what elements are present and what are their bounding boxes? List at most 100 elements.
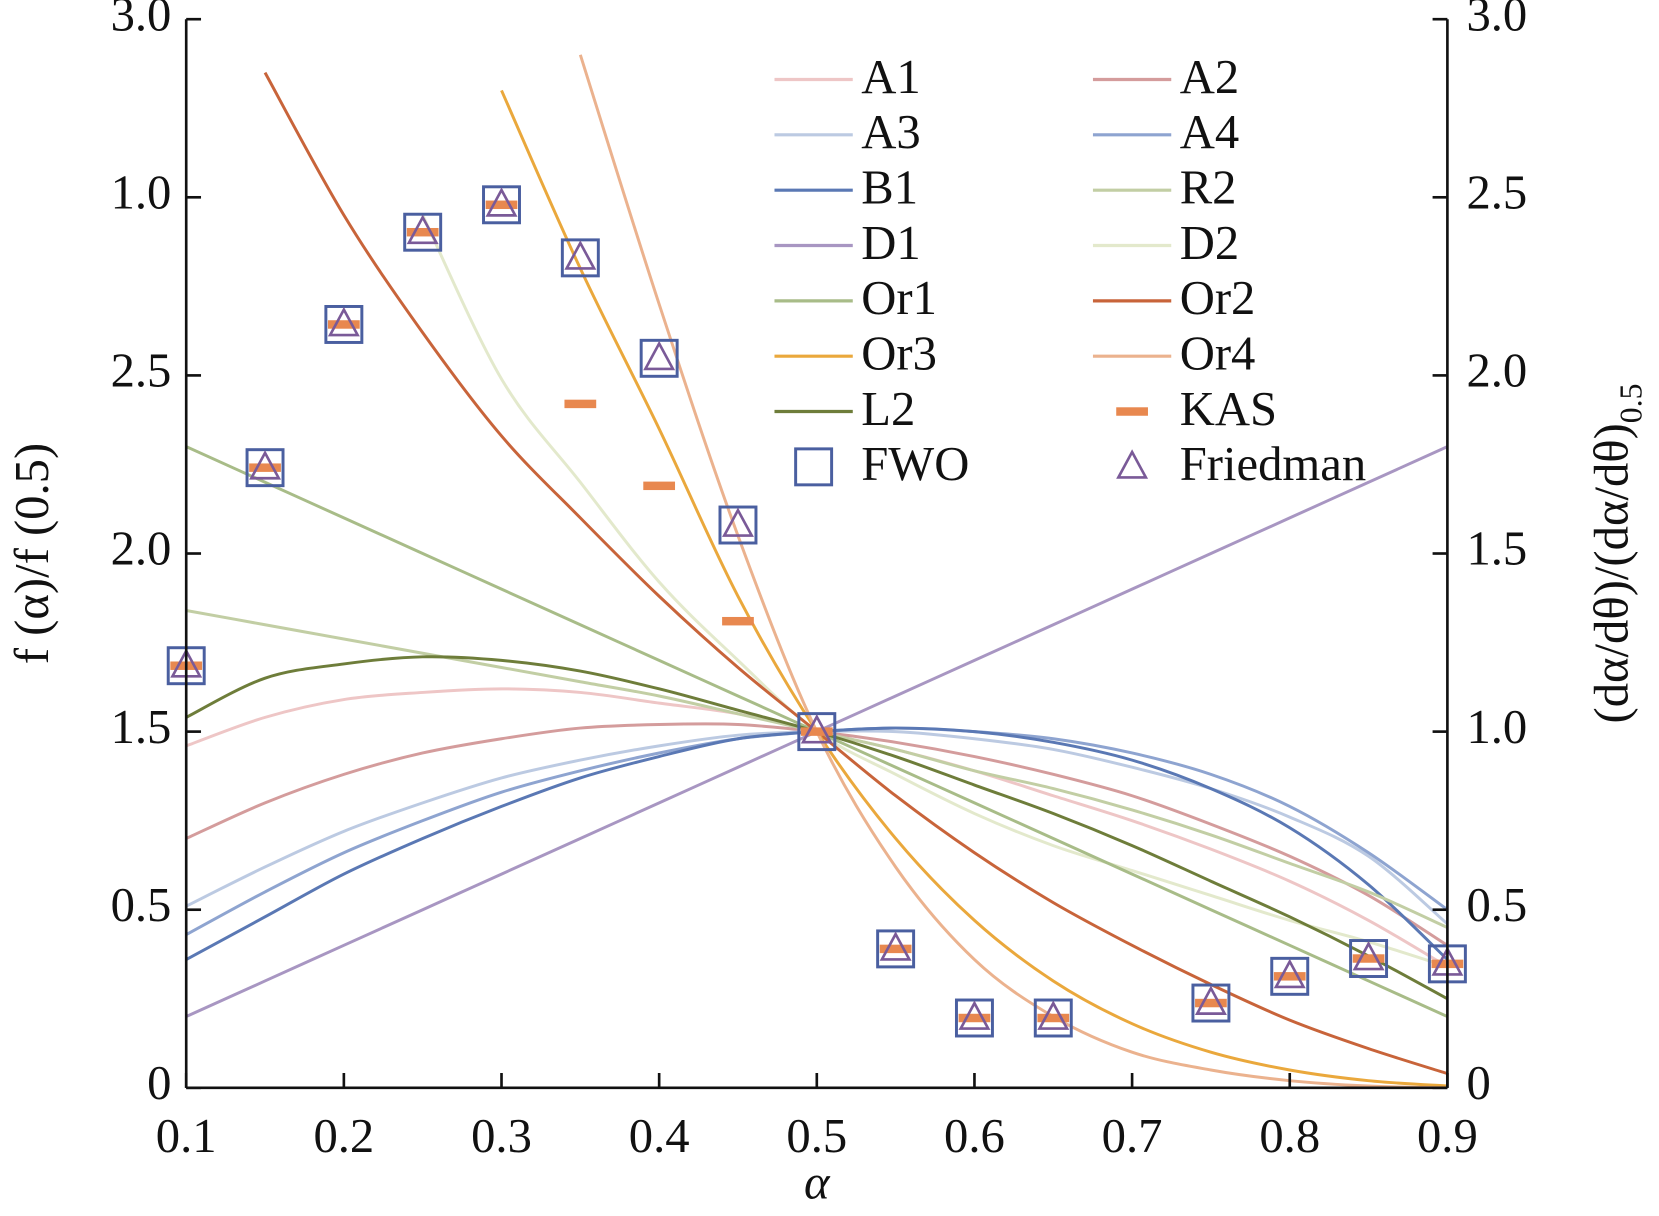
y2-tick-label: 0.5 — [1466, 878, 1527, 932]
y2-tick-label: 1.5 — [1466, 522, 1527, 576]
legend-label: D1 — [861, 216, 920, 270]
x-tick-label: 0.9 — [1417, 1109, 1478, 1163]
legend-swatch — [794, 447, 834, 487]
x-axis-label: α — [804, 1155, 831, 1209]
legend-label: FWO — [861, 437, 969, 491]
data-point — [722, 507, 754, 537]
legend-label: Or1 — [861, 271, 937, 325]
x-tick-label: 0.2 — [313, 1109, 374, 1163]
legend-label: A4 — [1180, 105, 1239, 159]
data-point — [1037, 1000, 1070, 1030]
data-point — [1352, 940, 1385, 971]
series-line — [421, 214, 1448, 969]
data-point — [958, 1013, 991, 1023]
data-point — [327, 320, 360, 329]
y2-axis-label: (dα/dθ)/(dα/dθ)0.5 — [1585, 384, 1649, 724]
data-point — [1191, 983, 1231, 1023]
legend-label: KAS — [1180, 382, 1277, 436]
y2-tick-label: 2.0 — [1466, 344, 1527, 398]
data-point — [876, 929, 916, 969]
series-line — [186, 655, 1448, 1001]
y-tick-label: 0.5 — [111, 878, 172, 932]
y-tick-label: 2.0 — [111, 522, 172, 576]
data-point — [879, 931, 912, 961]
data-point — [800, 714, 833, 744]
data-point — [327, 306, 360, 337]
y2-tick-label: 2.5 — [1466, 165, 1527, 219]
data-point — [1352, 954, 1385, 963]
y2-tick-label: 3.0 — [1466, 0, 1527, 41]
series-line — [186, 729, 1448, 926]
data-point — [1270, 956, 1310, 996]
data-point — [406, 214, 439, 245]
y-tick-label: 1.5 — [111, 700, 172, 754]
data-point — [249, 450, 282, 480]
data-point — [564, 399, 597, 409]
y-tick-label: 0 — [147, 1056, 171, 1110]
legend-label: D2 — [1180, 216, 1239, 270]
data-point — [1037, 1013, 1070, 1023]
legend-label: Friedman — [1180, 437, 1366, 491]
axes: 0.1 0.2 0.3 0.4 0.5 0.6 0.7 0.8 0.900.51.52.02.5… — [111, 0, 1528, 1163]
data-point — [958, 1000, 991, 1030]
data-point — [324, 305, 364, 344]
series-line — [500, 89, 1448, 1088]
data-point — [797, 712, 837, 752]
data-point — [406, 227, 439, 237]
data-point — [639, 338, 679, 378]
data-point — [879, 944, 912, 954]
y-axis-label: f (α)/f (0.5) — [5, 443, 59, 664]
x-tick-label: 0.6 — [944, 1109, 1005, 1163]
data-point — [643, 481, 676, 491]
series-line — [186, 609, 1448, 929]
legend-label: Or3 — [861, 326, 937, 380]
data-point — [1273, 958, 1306, 989]
x-tick-label: 0.1 — [156, 1109, 217, 1163]
data-point — [1195, 998, 1227, 1008]
data-point — [564, 240, 597, 270]
data-point — [485, 200, 518, 210]
y2-axis-label-main: (dα/dθ)/(dα/dθ) — [1585, 423, 1639, 723]
data-point — [560, 238, 600, 278]
y2-tick-label: 0 — [1466, 1056, 1490, 1110]
legend-label: A1 — [861, 50, 920, 104]
data-point — [1273, 972, 1306, 981]
legend-label: L2 — [861, 382, 915, 436]
series-line — [578, 54, 1448, 1088]
data-point — [245, 448, 285, 488]
legend-label: R2 — [1180, 160, 1237, 214]
legend-label: A3 — [861, 105, 920, 159]
y-tick-label: 3.0 — [111, 0, 172, 41]
y2-tick-label: 1.0 — [1466, 700, 1527, 754]
series-line — [263, 71, 1448, 1075]
x-tick-label: 0.4 — [629, 1109, 690, 1163]
legend-label: Or2 — [1180, 271, 1256, 325]
data-point — [722, 616, 754, 626]
data-point — [1033, 998, 1073, 1038]
legend-label: B1 — [861, 160, 918, 214]
data-point — [485, 187, 518, 217]
legend-label: Or4 — [1180, 326, 1256, 380]
legend-swatch — [1116, 407, 1148, 416]
y-tick-label: 1.0 — [111, 165, 172, 219]
x-tick-label: 0.3 — [471, 1109, 532, 1163]
data-point — [954, 998, 994, 1038]
data-point — [718, 505, 758, 545]
data-point — [643, 340, 676, 371]
y2-axis-label-sub: 0.5 — [1613, 384, 1648, 424]
markers — [166, 185, 1467, 1038]
y-tick-label: 2.5 — [111, 344, 172, 398]
data-point — [800, 727, 833, 736]
plot-area — [186, 54, 1448, 1088]
data-point — [249, 463, 281, 472]
legend-label: A2 — [1180, 50, 1239, 104]
x-tick-label: 0.5 — [786, 1109, 847, 1163]
x-tick-label: 0.7 — [1102, 1109, 1163, 1163]
data-point — [403, 212, 443, 252]
data-point — [1349, 939, 1389, 978]
data-point — [482, 185, 521, 225]
data-point — [1194, 985, 1227, 1015]
legend-swatch — [1116, 449, 1149, 479]
x-tick-label: 0.8 — [1259, 1109, 1320, 1163]
